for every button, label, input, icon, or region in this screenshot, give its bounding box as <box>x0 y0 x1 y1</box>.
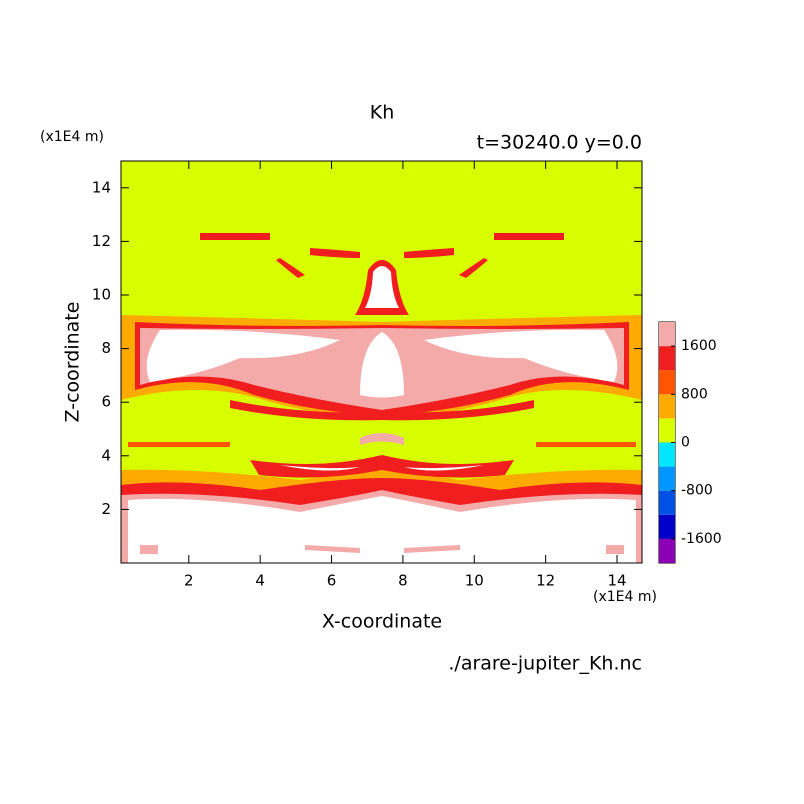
y-tick-label: 4 <box>101 446 111 464</box>
colorbar-band <box>659 322 675 347</box>
x-tick-label: 8 <box>398 572 408 590</box>
y-unit: (x1E4 m) <box>40 129 104 145</box>
y-tick-label: 12 <box>92 232 111 250</box>
x-tick-label: 12 <box>536 572 555 590</box>
contour-fill <box>360 332 404 398</box>
y-tick-label: 8 <box>101 339 111 357</box>
colorbar-band <box>659 442 675 467</box>
chart-title: Kh <box>370 102 395 124</box>
y-tick-label: 14 <box>92 178 111 196</box>
plot-frame <box>120 160 643 564</box>
contour-fill <box>280 465 484 471</box>
x-tick-label: 14 <box>607 572 626 590</box>
x-unit: (x1E4 m) <box>593 589 657 605</box>
colorbar-band <box>659 370 675 395</box>
contour-field <box>121 161 642 563</box>
colorbar-tick-label: -800 <box>681 483 713 499</box>
y-tick-label: 10 <box>92 286 111 304</box>
contour-fill <box>365 266 399 308</box>
contour-fill <box>200 233 564 240</box>
y-tick-label: 6 <box>101 393 111 411</box>
colorbar-band <box>659 418 675 443</box>
source-file: ./arare-jupiter_Kh.nc <box>448 653 642 675</box>
x-axis-label: X-coordinate <box>322 611 442 633</box>
contour-fill <box>424 329 618 382</box>
y-tick-label: 2 <box>101 500 111 518</box>
colorbar-tick-label: -1600 <box>681 531 722 547</box>
colorbar-tick-label: 1600 <box>681 338 717 354</box>
contour-fill <box>146 329 340 382</box>
x-tick-label: 2 <box>184 572 194 590</box>
contour-fill <box>310 248 454 258</box>
contour-fill <box>128 496 636 563</box>
contour-fill <box>230 400 534 421</box>
contour-fill <box>360 433 404 445</box>
x-tick-label: 6 <box>327 572 337 590</box>
contour-fill <box>250 455 514 478</box>
colorbar-band <box>659 346 675 371</box>
colorbar-tick-label: 0 <box>681 435 690 451</box>
colorbar-band <box>659 394 675 419</box>
x-tick-label: 10 <box>465 572 484 590</box>
y-axis-label: Z-coordinate <box>62 302 84 423</box>
subtitle: t=30240.0 y=0.0 <box>477 132 642 154</box>
contour-fill <box>128 442 636 447</box>
contour-fill <box>276 258 488 278</box>
x-tick-label: 4 <box>255 572 265 590</box>
colorbar-band <box>659 514 675 539</box>
colorbar-band <box>659 466 675 491</box>
colorbar-tick-label: 800 <box>681 386 708 402</box>
colorbar-band <box>659 538 675 563</box>
colorbar-band <box>659 490 675 515</box>
